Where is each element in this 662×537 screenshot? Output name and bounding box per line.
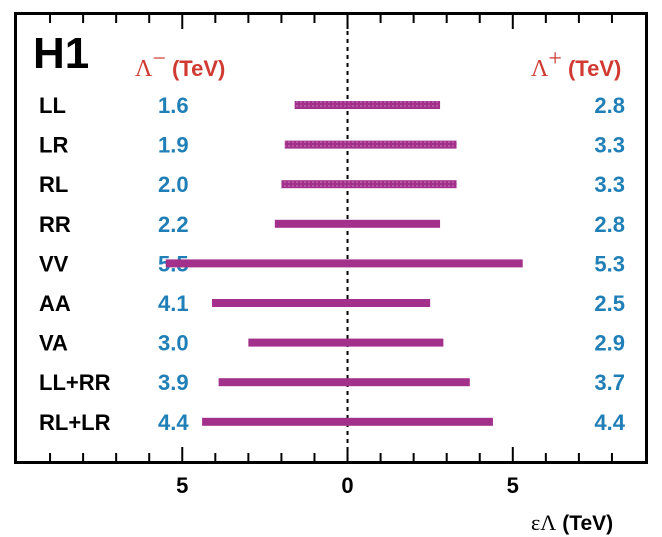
lambda-minus-value: 4.4 <box>158 410 189 435</box>
lambda-minus-value: 4.1 <box>158 291 189 316</box>
row-label: VA <box>39 331 68 356</box>
limit-bar <box>294 101 441 109</box>
row-label: LL+RR <box>39 370 111 395</box>
plot-frame <box>14 12 648 464</box>
limit-bar <box>284 140 457 149</box>
lambda-minus-value: 3.0 <box>158 331 189 356</box>
lambda-minus-value: 3.9 <box>158 370 189 395</box>
lambda-minus-value: 1.9 <box>158 133 189 158</box>
lambda-plus-value: 3.7 <box>594 370 625 395</box>
axis-ticks <box>49 15 613 461</box>
lambda-minus-value: 2.2 <box>158 212 189 237</box>
lambda-plus-value: 5.3 <box>594 251 625 276</box>
x-tick-label: 0 <box>341 473 353 498</box>
lambda-plus-value: 3.3 <box>594 133 625 158</box>
lambda-plus-value: 3.3 <box>594 172 625 197</box>
limit-bar <box>274 219 441 228</box>
lambda-plus-header: Λ+ (TeV) <box>531 46 621 82</box>
lambda-minus-header: Λ− (TeV) <box>135 46 225 82</box>
row-label: VV <box>39 251 69 276</box>
lambda-plus-value: 2.8 <box>594 212 625 237</box>
lambda-plus-value: 2.5 <box>594 291 625 316</box>
experiment-label: H1 <box>33 29 89 78</box>
lambda-plus-value: 2.8 <box>594 93 625 118</box>
lambda-minus-value: 2.0 <box>158 172 189 197</box>
limit-bar <box>165 259 523 268</box>
row-label: LL <box>39 93 66 118</box>
limit-bar <box>248 338 444 347</box>
limit-bar <box>212 299 431 307</box>
x-tick-label: 5 <box>507 473 519 498</box>
row-label: RR <box>39 212 71 237</box>
lambda-plus-value: 4.4 <box>594 410 625 435</box>
row-label: RL+LR <box>39 410 111 435</box>
limit-bar <box>218 378 470 387</box>
row-label: AA <box>39 291 71 316</box>
row-label: RL <box>39 172 68 197</box>
x-tick-labels: 5 0 5 <box>176 473 519 498</box>
row-label: LR <box>39 133 68 158</box>
lambda-minus-value: 1.6 <box>158 93 189 118</box>
x-axis-label: εΛ (TeV) <box>531 510 613 535</box>
x-tick-label: 5 <box>176 473 188 498</box>
limit-bar <box>281 180 457 189</box>
limit-bar <box>202 417 493 426</box>
limit-rows: LL1.62.8LR1.93.3RL2.03.3RR2.22.8VV5.55.3… <box>39 93 626 435</box>
lambda-plus-value: 2.9 <box>594 331 625 356</box>
